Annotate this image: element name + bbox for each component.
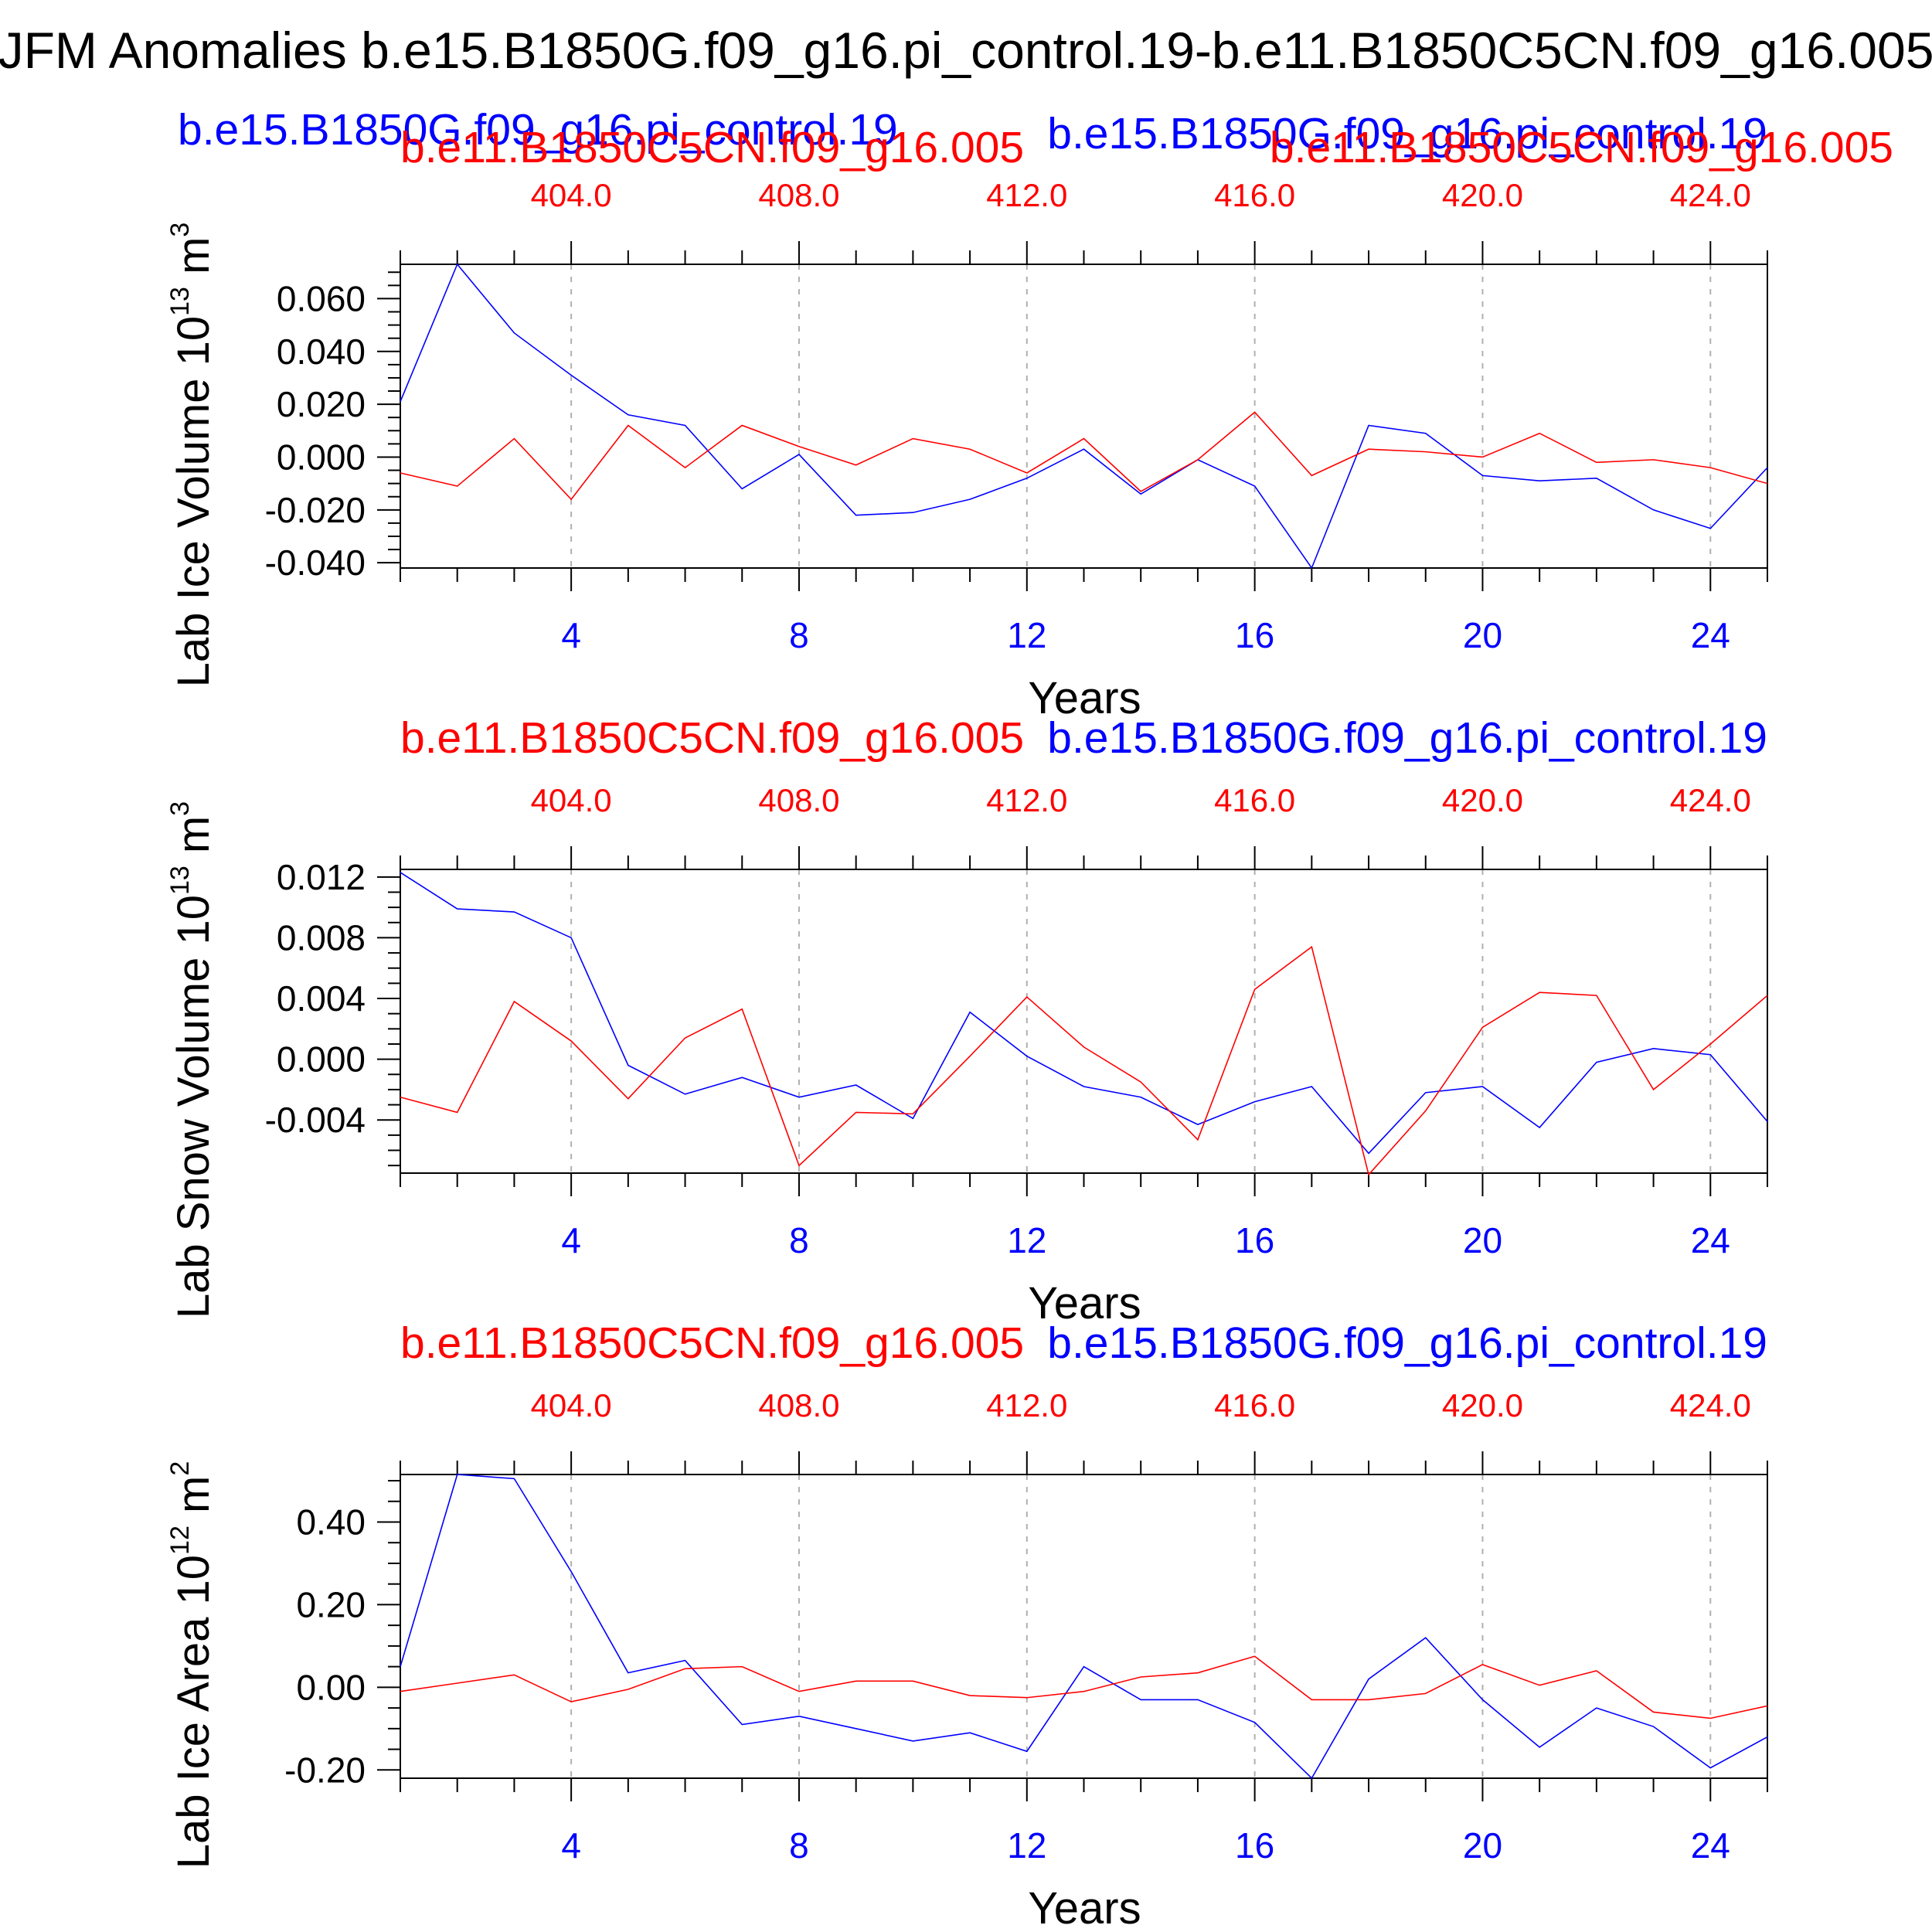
y-axis-label: Lab Ice Volume 1013 m3: [165, 223, 219, 688]
x-tick-label: 20: [1463, 1220, 1502, 1260]
header-label-blue: b.e15.B1850G.f09_g16.pi_control.19: [1047, 109, 1767, 158]
y-axis-label-part: m: [168, 237, 219, 287]
y-tick-label: -0.004: [265, 1100, 366, 1140]
chart-panel-3: 4 8 12 16 20 24 404.0 408.0 412.0 416.0 420.0 424.0…: [165, 1318, 1768, 1932]
top-tick-label: 404.0: [531, 1387, 612, 1423]
chart-panel-2: 4 8 12 16 20 24 404.0 408.0 412.0 416.0 420.0 424.0…: [165, 713, 1768, 1328]
plot-frame: [400, 1474, 1768, 1779]
y-axis-label-part: 3: [165, 801, 195, 816]
y-axis-label-part: Lab Snow Volume 10: [168, 895, 219, 1318]
header-label-red: b.e11.B1850C5CN.f09_g16.005: [400, 123, 1024, 172]
top-tick-label: 420.0: [1442, 782, 1523, 818]
x-tick-label: 16: [1235, 1825, 1274, 1866]
top-tick-label: 424.0: [1670, 177, 1751, 213]
x-tick-label: 8: [789, 1825, 809, 1866]
series-line-blue: [400, 872, 1768, 1155]
x-tick-label: 24: [1691, 1825, 1730, 1866]
header-label-blue: b.e15.B1850G.f09_g16.pi_control.19: [1047, 1318, 1767, 1368]
y-axis-label-part: 13: [165, 866, 195, 895]
y-tick-label: 0.040: [277, 332, 366, 372]
series-line-blue: [400, 263, 1768, 570]
top-tick-label: 412.0: [986, 177, 1067, 213]
top-tick-label: 412.0: [986, 1387, 1067, 1423]
top-tick-label: 420.0: [1442, 1387, 1523, 1423]
x-tick-label: 4: [561, 615, 581, 655]
top-tick-label: 408.0: [758, 1387, 839, 1423]
y-axis-label: Lab Snow Volume 1013 m3: [165, 801, 219, 1318]
top-tick-label: 424.0: [1670, 782, 1751, 818]
x-tick-label: 4: [561, 1220, 581, 1260]
y-axis-label: Lab Ice Area 1012 m2: [165, 1461, 219, 1869]
series-line-red: [400, 411, 1768, 501]
y-tick-label: -0.20: [284, 1750, 366, 1790]
header-label-red: b.e11.B1850C5CN.f09_g16.005: [1270, 123, 1893, 172]
x-tick-label: 24: [1691, 1220, 1730, 1260]
x-axis-label: Years: [1028, 1883, 1141, 1932]
header-label-red: b.e11.B1850C5CN.f09_g16.005: [400, 1318, 1024, 1368]
series-line-red: [400, 945, 1768, 1176]
top-tick-label: 424.0: [1670, 1387, 1751, 1423]
series-line-red: [400, 1655, 1768, 1719]
top-tick-label: 404.0: [531, 782, 612, 818]
plot-frame: [400, 264, 1768, 569]
y-tick-label: 0.000: [277, 437, 366, 477]
top-tick-label: 408.0: [758, 177, 839, 213]
y-tick-label: 0.004: [277, 978, 366, 1019]
y-tick-label: 0.012: [277, 857, 366, 897]
x-tick-label: 16: [1235, 1220, 1274, 1260]
header-label-blue: b.e15.B1850G.f09_g16.pi_control.19: [1047, 713, 1767, 763]
y-tick-label: 0.40: [296, 1502, 366, 1542]
series-line-blue: [400, 1474, 1768, 1780]
y-tick-label: -0.040: [265, 543, 366, 583]
x-tick-label: 16: [1235, 615, 1274, 655]
chart-panel-1: 4 8 12 16 20 24 404.0 408.0 412.0 416.0 420.0 424.0…: [165, 105, 1893, 723]
top-tick-label: 404.0: [531, 177, 612, 213]
y-tick-label: 0.060: [277, 278, 366, 318]
x-tick-label: 12: [1007, 1220, 1046, 1260]
top-tick-label: 412.0: [986, 782, 1067, 818]
x-axis-label: Years: [1028, 1278, 1141, 1328]
header-label-red: b.e11.B1850C5CN.f09_g16.005: [400, 713, 1024, 763]
y-axis-label-part: 3: [165, 223, 195, 237]
x-tick-label: 8: [789, 1220, 809, 1260]
x-tick-label: 20: [1463, 1825, 1502, 1866]
top-tick-label: 408.0: [758, 782, 839, 818]
x-axis-label: Years: [1028, 673, 1141, 723]
x-tick-label: 8: [789, 615, 809, 655]
x-tick-label: 24: [1691, 615, 1730, 655]
y-axis-label-part: Lab Ice Area 10: [168, 1555, 219, 1869]
top-tick-label: 416.0: [1214, 1387, 1295, 1423]
x-tick-label: 12: [1007, 1825, 1046, 1866]
top-tick-label: 416.0: [1214, 782, 1295, 818]
y-tick-label: 0.20: [296, 1584, 366, 1624]
y-axis-label-part: 2: [165, 1461, 195, 1476]
x-tick-label: 20: [1463, 615, 1502, 655]
figure-title: JFM Anomalies b.e15.B1850G.f09_g16.pi_co…: [0, 22, 1932, 79]
y-tick-label: 0.008: [277, 917, 366, 957]
y-tick-label: -0.020: [265, 490, 366, 530]
x-tick-label: 4: [561, 1825, 581, 1866]
y-tick-label: 0.00: [296, 1667, 366, 1707]
y-axis-label-part: m: [168, 1476, 219, 1526]
y-tick-label: 0.000: [277, 1039, 366, 1080]
y-axis-label-part: m: [168, 816, 219, 866]
header-label-blue: b.e15.B1850G.f09_g16.pi_control.19: [178, 105, 898, 155]
y-axis-label-part: 13: [165, 287, 195, 316]
y-axis-label-part: Lab Ice Volume 10: [168, 316, 219, 687]
top-tick-label: 420.0: [1442, 177, 1523, 213]
plot-frame: [400, 869, 1768, 1174]
x-tick-label: 12: [1007, 615, 1046, 655]
y-axis-label-part: 12: [165, 1526, 195, 1555]
y-tick-label: 0.020: [277, 384, 366, 424]
top-tick-label: 416.0: [1214, 177, 1295, 213]
